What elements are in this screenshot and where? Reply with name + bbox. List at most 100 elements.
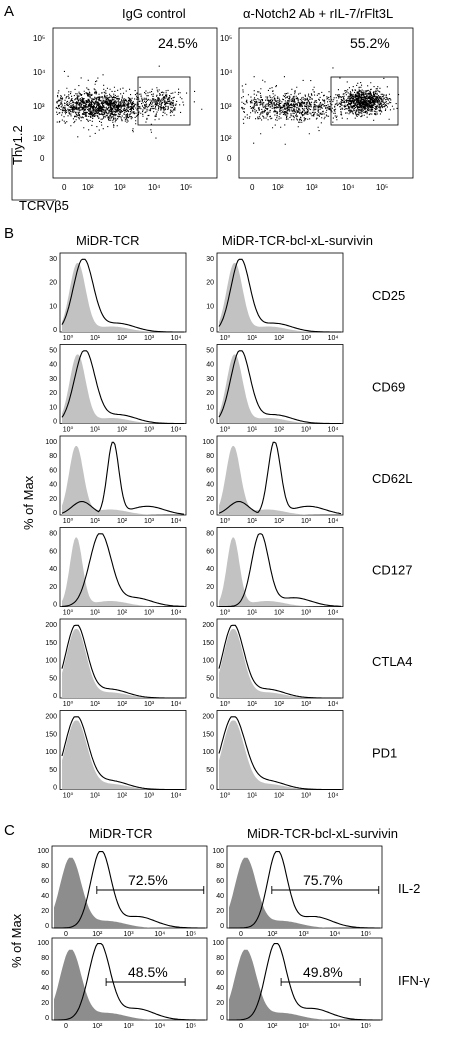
x-tick-label: 10⁴	[171, 610, 182, 617]
x-tick-label: 10⁴	[328, 610, 339, 617]
panel-a-label: A	[4, 3, 14, 20]
stained-histogram	[61, 258, 184, 333]
x-tick-label: 10²	[274, 427, 285, 434]
cytokine-label: IL-2	[398, 881, 420, 896]
x-tick-label: 10³	[144, 701, 155, 708]
y-tick-label: 80	[41, 863, 49, 870]
y-tick-label: 100	[45, 749, 57, 756]
y-tick-label: 0	[40, 154, 45, 163]
y-tick-label: 80	[49, 531, 57, 538]
stained-histogram	[61, 533, 185, 607]
y-tick-label: 60	[216, 878, 224, 885]
y-tick-label: 0	[210, 327, 214, 334]
y-tick-label: 10	[206, 303, 214, 310]
y-tick-label: 40	[216, 985, 224, 992]
x-tick-label: 10⁵	[186, 931, 197, 938]
x-tick-label: 10²	[82, 183, 94, 192]
marker-label: CD69	[372, 380, 405, 395]
isotype-histogram	[219, 720, 341, 790]
y-tick-label: 80	[49, 453, 57, 460]
y-tick-label: 20	[206, 584, 214, 591]
x-tick-label: 10⁴	[171, 518, 182, 525]
y-tick-label: 200	[202, 714, 214, 721]
x-tick-label: 10⁰	[220, 334, 231, 342]
x-tick-label: 10⁰	[63, 334, 74, 342]
y-tick-label: 100	[45, 439, 57, 446]
y-tick-label: 50	[49, 348, 57, 355]
y-tick-label: 80	[206, 453, 214, 460]
x-tick-label: 10³	[144, 518, 155, 525]
y-tick-label: 40	[206, 566, 214, 573]
y-tick-label: 100	[202, 439, 214, 446]
x-tick-label: 10⁰	[63, 609, 74, 617]
y-tick-label: 50	[206, 767, 214, 774]
stimulated-histogram	[229, 851, 380, 929]
isotype-histogram	[219, 629, 341, 698]
stained-histogram	[61, 624, 184, 699]
panel-a-x-ticks-right: 0 10² 10³ 10⁴ 10⁵	[250, 183, 388, 192]
x-tick-label: 0	[239, 931, 243, 938]
y-tick-label: 0	[53, 327, 57, 334]
y-tick-label: 20	[49, 496, 57, 503]
x-tick-label: 10⁰	[220, 700, 231, 708]
x-tick-label: 10⁰	[220, 517, 231, 525]
panel-a-x-ticks-left: 0 10² 10³ 10⁴ 10⁵	[62, 183, 192, 192]
x-tick-label: 10²	[117, 793, 128, 800]
x-tick-label: 10⁴	[171, 793, 182, 800]
x-tick-label: 10⁵	[180, 183, 192, 192]
y-tick-label: 0	[53, 602, 57, 609]
y-tick-label: 20	[41, 908, 49, 915]
gate-bar	[280, 978, 361, 986]
x-tick-label: 10¹	[90, 335, 101, 342]
panel-a-y-label: Thy1.2	[10, 125, 25, 165]
marker-label: CD62L	[372, 471, 412, 486]
stained-histogram	[218, 350, 341, 425]
x-tick-label: 10²	[274, 518, 285, 525]
dotplot-events-right	[241, 67, 400, 145]
gate-percent-left: 24.5%	[158, 35, 198, 51]
y-tick-label: 50	[206, 675, 214, 682]
histogram-row: 50 40 30 20 10 0 10⁰ 10¹ 10² 10³ 10⁴ 50 40 30 20 10 0 10⁰…	[49, 344, 405, 434]
y-tick-label: 30	[49, 256, 57, 263]
x-tick-label: 10²	[272, 183, 284, 192]
y-tick-label: 0	[53, 419, 57, 426]
x-tick-label: 10²	[117, 610, 128, 617]
isotype-histogram	[219, 446, 341, 515]
x-tick-label: 10¹	[90, 610, 101, 617]
y-tick-label: 200	[202, 622, 214, 629]
y-tick-label: 40	[41, 985, 49, 992]
gate-percent-right: 55.2%	[350, 35, 390, 51]
x-tick-label: 10⁴	[328, 793, 339, 800]
panel-b-y-label: % of Max	[21, 475, 36, 530]
x-tick-label: 10⁴	[148, 183, 161, 192]
x-tick-label: 10⁰	[63, 792, 74, 800]
marker-label: CTLA4	[372, 654, 412, 669]
x-tick-label: 10³	[123, 1023, 134, 1030]
isotype-histogram	[62, 354, 184, 424]
y-tick-label: 60	[41, 970, 49, 977]
panel-a-plot-left: 24.5%	[52, 27, 218, 179]
stimulated-histogram	[54, 943, 205, 1021]
y-tick-label: 80	[206, 531, 214, 538]
dot-events	[241, 67, 400, 145]
y-tick-label: 20	[49, 390, 57, 397]
y-tick-label: 40	[49, 482, 57, 489]
gate-bar	[96, 886, 205, 894]
y-tick-label: 150	[202, 731, 214, 738]
y-tick-label: 10⁵	[33, 34, 45, 43]
panel-a-title-left: IgG control	[122, 6, 186, 21]
x-tick-label: 10²	[92, 1023, 103, 1030]
panel-c-column-right: MiDR-TCR-bcl-xL-survivin	[247, 826, 398, 841]
stained-histogram	[218, 441, 342, 515]
panel-b-label: B	[4, 225, 14, 242]
x-tick-label: 10²	[274, 701, 285, 708]
y-tick-label: 80	[41, 955, 49, 962]
x-tick-label: 0	[64, 1023, 68, 1030]
stained-histogram	[218, 716, 341, 791]
isotype-histogram	[219, 354, 341, 424]
y-tick-label: 0	[45, 1015, 49, 1022]
x-tick-label: 10³	[298, 931, 309, 938]
